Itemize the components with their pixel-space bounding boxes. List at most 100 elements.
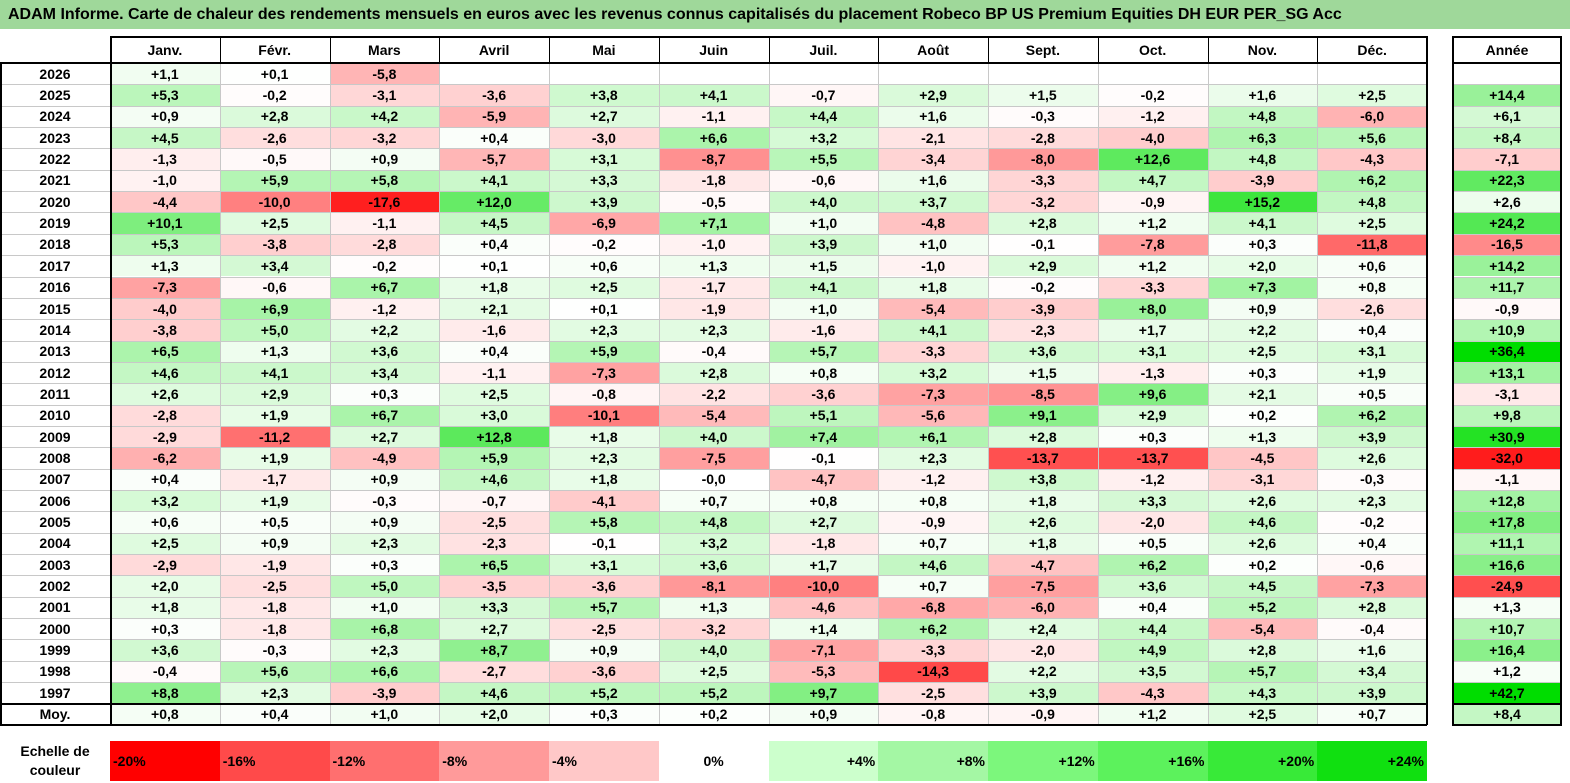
grid-line: [0, 105, 1427, 107]
heatmap-cell: -3,4: [878, 148, 988, 170]
row-label: 2013: [39, 343, 71, 360]
heatmap-cell: -2,1: [878, 127, 988, 149]
heatmap-cell: -7,3: [878, 383, 988, 405]
color-scale-step: +24%: [1317, 741, 1427, 781]
heatmap-cell: +0,1: [549, 297, 659, 320]
heatmap-cell: -1,3: [1097, 361, 1208, 384]
heatmap-cell: +0,9: [329, 511, 440, 533]
heatmap-cell: -1,8: [219, 618, 330, 640]
heatmap-cell: -1,1: [439, 361, 549, 384]
color-scale-step: -8%: [439, 741, 549, 781]
heatmap-cell: +6,3: [1207, 127, 1318, 149]
row-label: 2012: [39, 364, 71, 381]
heatmap-cell: -0,1: [549, 532, 659, 555]
heatmap-cell: +3,9: [1317, 425, 1427, 448]
heatmap-cell: +2,2: [1207, 319, 1318, 341]
grid-line: [0, 319, 1427, 321]
heatmap-cell: +4,8: [1207, 105, 1318, 128]
heatmap-cell: +2,7: [329, 425, 440, 448]
heatmap-cell: -0,2: [1097, 84, 1208, 106]
heatmap-cell: -2,9: [110, 425, 220, 448]
heatmap-cell: +0,1: [219, 63, 330, 85]
heatmap-cell: -3,5: [439, 575, 549, 597]
heatmap-cell: +5,7: [1207, 660, 1318, 683]
heatmap-cell: +1,5: [988, 361, 1098, 384]
heatmap-cell: -14,3: [878, 660, 988, 683]
heatmap-cell: +1,5: [768, 255, 879, 277]
heatmap-cell: -0,6: [1317, 554, 1427, 576]
heatmap-cell: -7,3: [549, 361, 659, 384]
heatmap-cell: -10,1: [549, 404, 659, 426]
heatmap-cell: +2,8: [658, 361, 769, 384]
heatmap-cell: +4,3: [1207, 682, 1318, 704]
heatmap-cell: -5,4: [878, 297, 988, 320]
column-header-year: Année: [1452, 36, 1562, 63]
heatmap-cell: +1,6: [878, 169, 988, 192]
grid-line: [0, 62, 2, 725]
heatmap-cell: -2,0: [1097, 511, 1208, 533]
year-total-cell: +1,2: [1452, 660, 1562, 683]
grid-line: [1207, 63, 1209, 725]
heatmap-cell: -1,7: [219, 468, 330, 490]
heatmap-cell: +1,8: [988, 532, 1098, 555]
row-label: 2011: [39, 385, 71, 402]
heatmap-cell: -8,5: [988, 383, 1098, 405]
heatmap-cell: +2,3: [878, 447, 988, 469]
heatmap-cell: +12,0: [439, 191, 549, 213]
heatmap-cell: +0,8: [768, 490, 879, 512]
heatmap-cell: +0,8: [878, 490, 988, 512]
year-total-cell: -32,0: [1452, 447, 1562, 469]
row-label: 2009: [39, 428, 71, 445]
grid-line: [1452, 36, 1562, 38]
grid-line: [549, 36, 550, 63]
heatmap-cell: +2,3: [1317, 490, 1427, 512]
heatmap-cell: -8,0: [988, 148, 1098, 170]
heatmap-cell: +4,6: [110, 361, 220, 384]
heatmap-cell: +1,7: [768, 554, 879, 576]
heatmap-cell: +0,5: [1097, 532, 1208, 555]
heatmap-cell: -0,2: [549, 233, 659, 256]
grid-line: [0, 148, 1427, 150]
average-row-label: Moy.: [39, 706, 71, 723]
heatmap-cell: +0,2: [1207, 554, 1318, 576]
heatmap-cell: +2,9: [1097, 404, 1208, 426]
heatmap-cell: -1,9: [658, 297, 769, 320]
heatmap-cell: +0,3: [1207, 361, 1318, 384]
heatmap-cell: -1,9: [219, 554, 330, 576]
row-label: 1997: [39, 684, 71, 701]
heatmap-cell: +0,9: [768, 703, 879, 725]
heatmap-cell: -6,2: [110, 447, 220, 469]
heatmap-cell: +3,6: [988, 340, 1098, 362]
grid-line: [0, 425, 1427, 427]
grid-line: [1452, 62, 1562, 64]
year-total-cell: +16,4: [1452, 639, 1562, 661]
heatmap-cell: -4,3: [1317, 148, 1427, 170]
heatmap-cell: -0,5: [658, 191, 769, 213]
heatmap-cell: -5,4: [1207, 618, 1318, 640]
heatmap-cell: -2,6: [219, 127, 330, 149]
column-header-12: Déc.: [1317, 36, 1427, 63]
grid-line: [0, 297, 1427, 299]
heatmap-cell: +0,4: [219, 703, 330, 725]
heatmap-cell: +2,7: [768, 511, 879, 533]
color-scale-step: +4%: [768, 741, 879, 781]
heatmap-cell: -2,0: [988, 639, 1098, 661]
heatmap-cell: -2,8: [110, 404, 220, 426]
heatmap-cell: +5,9: [219, 169, 330, 192]
heatmap-cell: +5,8: [329, 169, 440, 192]
heatmap-cell: +2,6: [1207, 490, 1318, 512]
grid-line: [1097, 36, 1099, 63]
grid-line: [768, 63, 770, 725]
heatmap-cell: -7,5: [658, 447, 769, 469]
heatmap-cell: +9,7: [768, 682, 879, 704]
grid-line: [0, 532, 1427, 534]
grid-line: [439, 36, 441, 63]
heatmap-cell: +0,3: [1097, 425, 1208, 448]
heatmap-cell: +12,6: [1097, 148, 1208, 170]
heatmap-cell: +0,9: [110, 105, 220, 128]
heatmap-cell: -5,9: [439, 105, 549, 128]
heatmap-cell: +1,5: [988, 84, 1098, 106]
year-total-cell: -1,1: [1452, 468, 1562, 490]
year-total-cell: +13,1: [1452, 361, 1562, 384]
heatmap-cell: -3,3: [878, 639, 988, 661]
